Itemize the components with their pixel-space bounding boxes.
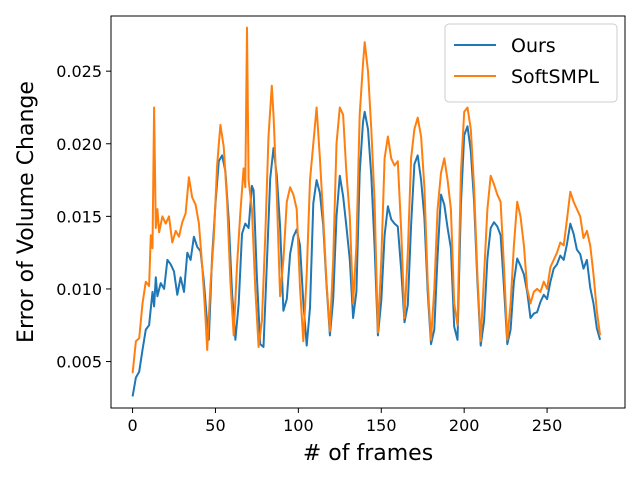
y-axis-label: Error of Volume Change: [14, 81, 39, 343]
x-tick-label: 0: [127, 416, 137, 435]
plot-frame: [110, 15, 626, 409]
y-axis: 0.005 0.010 0.015 0.020 0.025: [56, 62, 111, 372]
x-axis: 0 50 100 150 200 250: [127, 408, 562, 435]
x-tick-label: 250: [532, 416, 563, 435]
legend-label: SoftSMPL: [511, 66, 599, 88]
y-tick-label: 0.015: [56, 207, 102, 226]
x-tick-label: 150: [366, 416, 397, 435]
legend-label: Ours: [511, 35, 556, 57]
legend-box: [444, 23, 618, 103]
y-tick-label: 0.010: [56, 280, 102, 299]
y-tick-label: 0.025: [56, 62, 102, 81]
plot-lines: [131, 26, 602, 397]
legend: Ours SoftSMPL: [444, 23, 618, 103]
y-tick-label: 0.020: [56, 135, 102, 154]
x-tick-label: 200: [449, 416, 480, 435]
y-tick-label: 0.005: [56, 353, 102, 372]
x-tick-label: 50: [205, 416, 225, 435]
series-line-1: [131, 110, 602, 397]
x-tick-label: 100: [283, 416, 314, 435]
series-line-2: [131, 26, 602, 374]
x-axis-label: # of frames: [303, 441, 433, 466]
